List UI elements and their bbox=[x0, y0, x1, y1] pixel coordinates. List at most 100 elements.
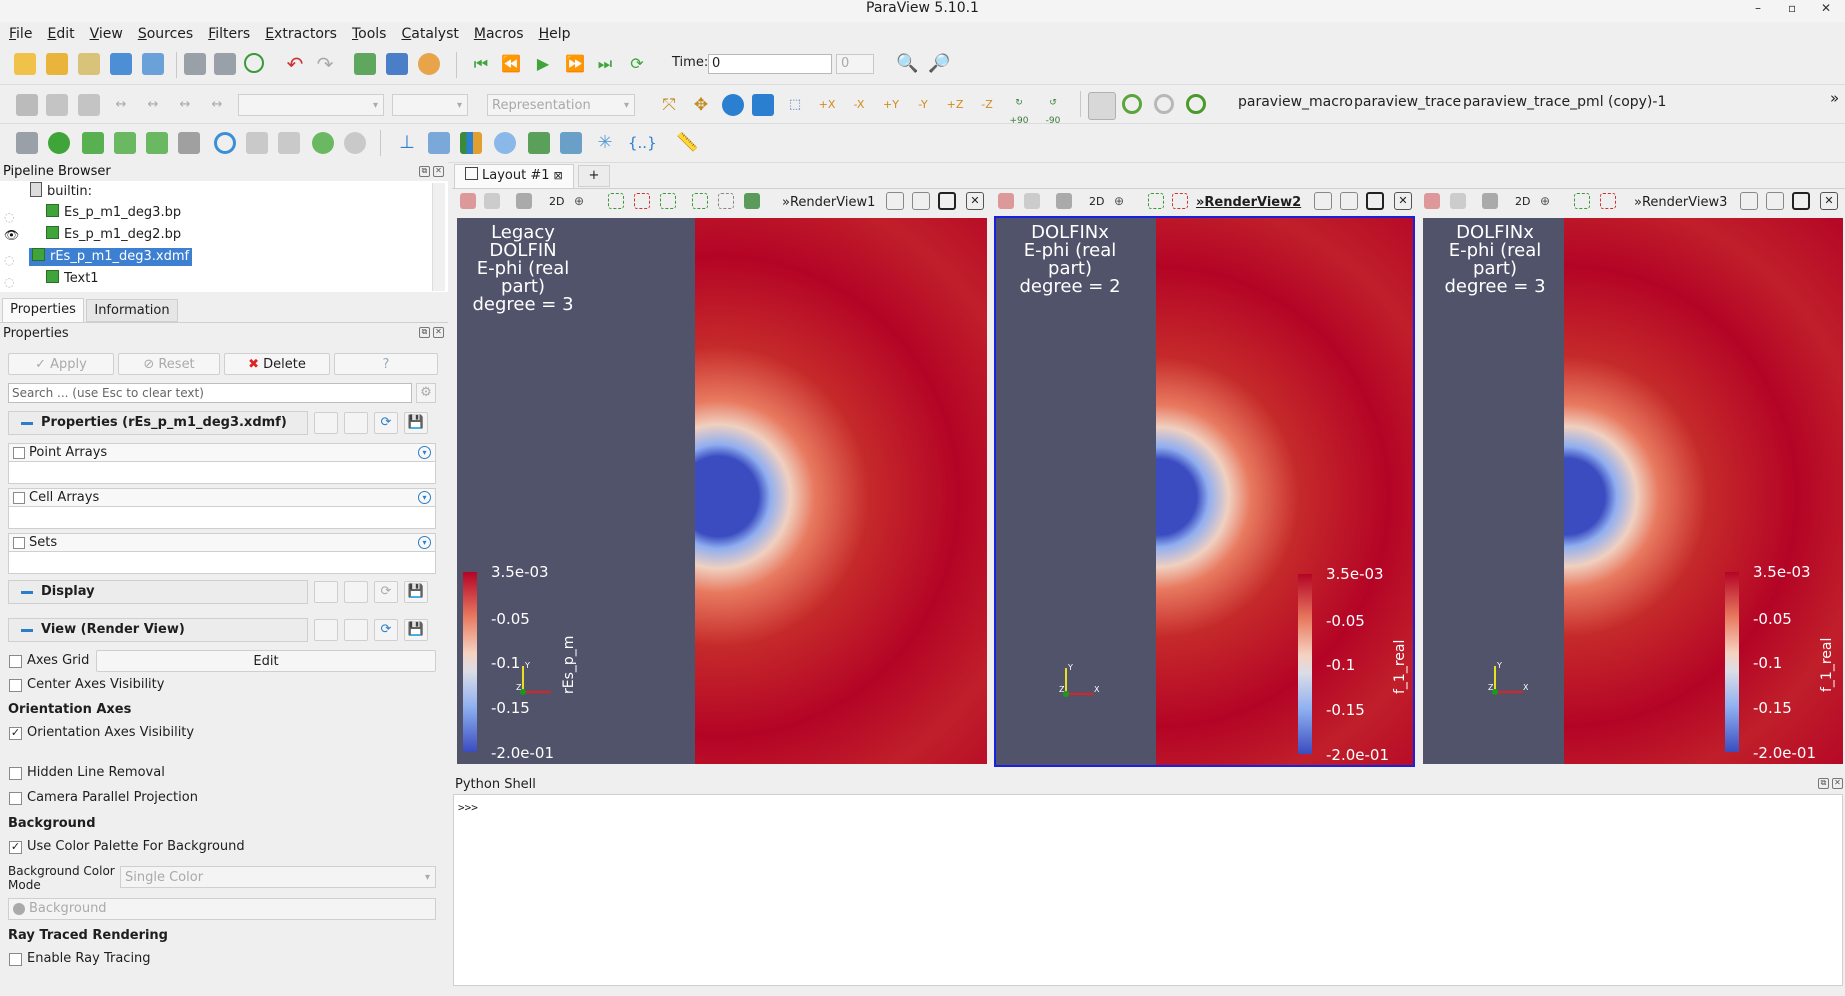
zoom-selection-icon[interactable]: ⬚ bbox=[788, 97, 802, 112]
menu-macros[interactable]: Macros bbox=[473, 26, 524, 42]
zoom-icon[interactable]: ⊕ bbox=[574, 194, 585, 208]
select-points-icon[interactable] bbox=[1172, 193, 1188, 209]
toggle-icon[interactable]: ▾ bbox=[418, 446, 431, 459]
glyph-icon[interactable] bbox=[214, 132, 236, 154]
reset-camera-icon[interactable]: ⤧ bbox=[662, 95, 676, 115]
view-plus-y-icon[interactable]: +Y bbox=[883, 98, 899, 111]
render-view-1[interactable]: Legacy DOLFIN E-phi (real part) degree = 3… bbox=[457, 218, 987, 764]
use-palette-checkbox[interactable]: ✓ bbox=[9, 840, 22, 854]
close-panel-icon[interactable]: ✕ bbox=[433, 166, 444, 177]
calculator-icon[interactable] bbox=[16, 132, 38, 154]
menu-sources[interactable]: Sources bbox=[137, 26, 194, 42]
open-file-icon[interactable] bbox=[14, 53, 36, 75]
refresh-icon[interactable]: ⟳ bbox=[374, 581, 398, 603]
time-index-spinbox[interactable]: 0 bbox=[836, 54, 874, 74]
2d-toggle[interactable]: 2D bbox=[1089, 195, 1105, 208]
interaction-mode-icon[interactable] bbox=[1088, 92, 1116, 120]
save-state-icon[interactable] bbox=[184, 53, 206, 75]
toggle-visibility-icon[interactable] bbox=[16, 94, 38, 116]
zoom-data-icon[interactable]: 🔍 bbox=[896, 53, 919, 74]
slice-icon[interactable] bbox=[114, 132, 136, 154]
help-button[interactable]: ? bbox=[334, 353, 438, 375]
split-vertical-icon[interactable] bbox=[1766, 192, 1784, 210]
histogram-icon[interactable] bbox=[460, 132, 482, 154]
bg-mode-select[interactable]: Single Color bbox=[120, 866, 436, 889]
refresh-icon[interactable]: ⟳ bbox=[374, 412, 398, 434]
capture-icon[interactable] bbox=[1424, 193, 1440, 209]
plot-selection-icon[interactable] bbox=[428, 132, 450, 154]
rescale-over-time-icon[interactable]: ↔ bbox=[211, 97, 223, 112]
zoom-to-data-icon[interactable] bbox=[722, 94, 744, 116]
zoom-icon[interactable]: ⊕ bbox=[1540, 194, 1551, 208]
lock-icon[interactable] bbox=[484, 193, 500, 209]
probe-icon[interactable] bbox=[528, 132, 550, 154]
eye-closed-icon[interactable]: ◌ bbox=[4, 210, 15, 224]
copy-icon[interactable] bbox=[314, 619, 338, 641]
section-display-header[interactable]: Display bbox=[8, 580, 308, 604]
undo-icon[interactable]: ↶ bbox=[286, 52, 304, 76]
split-horizontal-icon[interactable] bbox=[886, 192, 904, 210]
close-view-icon[interactable]: ✕ bbox=[1820, 192, 1838, 210]
interactive-select-icon[interactable] bbox=[692, 193, 708, 209]
select-points-icon[interactable] bbox=[1600, 193, 1616, 209]
add-layout-button[interactable]: + bbox=[578, 165, 610, 187]
eye-closed-icon[interactable]: ◌ bbox=[4, 253, 15, 267]
maximize-icon[interactable]: ▫ bbox=[1788, 1, 1797, 15]
render-view-2[interactable]: DOLFINx E-phi (real part) degree = 2 3.5e-… bbox=[994, 216, 1415, 767]
center-axes-checkbox[interactable] bbox=[9, 679, 22, 692]
view-minus-z-icon[interactable]: -Z bbox=[981, 98, 993, 111]
reset-center-icon[interactable] bbox=[1186, 94, 1206, 114]
refresh-icon[interactable]: ⟳ bbox=[374, 619, 398, 641]
copy-icon[interactable] bbox=[314, 412, 338, 434]
cell-arrays-header[interactable]: Cell Arrays ▾ bbox=[8, 488, 436, 507]
lock-icon[interactable] bbox=[1024, 193, 1040, 209]
sets-list[interactable] bbox=[8, 552, 436, 574]
connect-icon[interactable] bbox=[110, 53, 132, 75]
plot-over-line-icon[interactable]: ⊥ bbox=[399, 132, 415, 153]
hidden-line-checkbox[interactable] bbox=[9, 767, 22, 780]
save-icon[interactable]: 💾 bbox=[404, 619, 428, 641]
view-minus-x-icon[interactable]: -X bbox=[853, 98, 865, 111]
maximize-view-icon[interactable] bbox=[1792, 192, 1810, 210]
select-points-icon[interactable] bbox=[634, 193, 650, 209]
component-select[interactable] bbox=[392, 94, 468, 117]
reset-range-icon[interactable] bbox=[78, 94, 100, 116]
select-cells-icon[interactable] bbox=[1574, 193, 1590, 209]
warp-vector-icon[interactable] bbox=[278, 132, 300, 154]
paste-icon[interactable] bbox=[344, 619, 368, 641]
camera-icon[interactable] bbox=[386, 53, 408, 75]
paste-icon[interactable] bbox=[344, 581, 368, 603]
split-horizontal-icon[interactable] bbox=[1314, 192, 1332, 210]
pipeline-item[interactable]: Text1 bbox=[46, 270, 99, 288]
pipeline-scrollbar[interactable] bbox=[432, 183, 445, 291]
camera-parallel-checkbox[interactable] bbox=[9, 792, 22, 805]
background-color-button[interactable]: Background bbox=[8, 898, 436, 920]
advanced-gear-icon[interactable]: ⚙ bbox=[416, 383, 436, 403]
clear-selection-icon[interactable] bbox=[744, 193, 760, 209]
programmable-filter-icon[interactable]: {..} bbox=[628, 134, 657, 152]
macro-paraview-trace[interactable]: paraview_trace bbox=[1354, 94, 1462, 110]
close-panel-icon[interactable]: ✕ bbox=[1832, 778, 1843, 789]
ruler-icon[interactable]: 📏 bbox=[676, 132, 699, 153]
float-icon[interactable]: ⧉ bbox=[1818, 778, 1829, 789]
close-view-icon[interactable]: ✕ bbox=[966, 192, 984, 210]
center-pick-icon[interactable] bbox=[1122, 94, 1142, 114]
tab-properties[interactable]: Properties bbox=[2, 298, 84, 322]
close-view-icon[interactable]: ✕ bbox=[1394, 192, 1412, 210]
load-state-icon[interactable] bbox=[214, 53, 236, 75]
macro-paraview-trace-pml-copy[interactable]: paraview_trace_pml (copy)-1 bbox=[1463, 94, 1667, 110]
extract-level-icon[interactable] bbox=[344, 132, 366, 154]
capture-icon[interactable] bbox=[998, 193, 1014, 209]
macro-paraview-macro[interactable]: paraview_macro bbox=[1238, 94, 1353, 110]
extract-subset-icon[interactable] bbox=[178, 132, 200, 154]
menu-help[interactable]: Help bbox=[538, 26, 571, 42]
first-frame-icon[interactable]: ⏮ bbox=[473, 54, 489, 73]
toggle-icon[interactable]: ▾ bbox=[418, 536, 431, 549]
pipeline-item-selected[interactable]: rEs_p_m1_deg3.xdmf bbox=[29, 248, 193, 266]
maximize-view-icon[interactable] bbox=[1366, 192, 1384, 210]
zoom-box-icon[interactable] bbox=[752, 94, 774, 116]
threshold-icon[interactable] bbox=[146, 132, 168, 154]
render-view-3[interactable]: DOLFINx E-phi (real part) degree = 3 3.5e-… bbox=[1423, 218, 1843, 764]
save-icon[interactable]: 💾 bbox=[404, 581, 428, 603]
screenshot-icon[interactable] bbox=[1056, 193, 1072, 209]
